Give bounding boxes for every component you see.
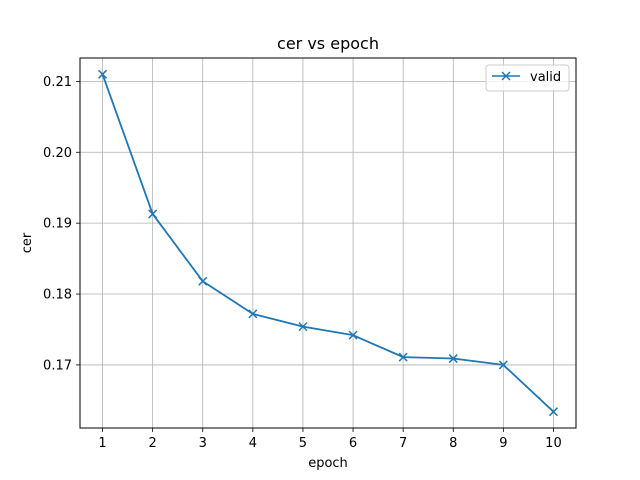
marker-stroke [298, 322, 308, 332]
marker-stroke [98, 69, 108, 79]
legend-label-valid: valid [530, 70, 561, 85]
marker-stroke [498, 360, 508, 370]
x-tick-label: 6 [349, 436, 357, 451]
series-layer [98, 69, 558, 417]
series-line-valid [101, 73, 555, 413]
x-tick-label: 10 [545, 436, 562, 451]
data-point-marker [198, 276, 208, 286]
marker-stroke [248, 309, 258, 319]
x-axis-label: epoch [308, 456, 348, 471]
y-tick-label: 0.17 [43, 358, 72, 373]
x-tick-label: 2 [149, 436, 157, 451]
plot-area-frame [79, 57, 577, 429]
data-point-marker [348, 330, 358, 340]
y-tick-label: 0.21 [43, 75, 72, 90]
grid [80, 58, 576, 428]
y-tick-label: 0.20 [43, 146, 72, 161]
y-axis-ticks: 0.17 0.18 0.19 0.20 0.21 [43, 75, 80, 373]
legend: valid [485, 64, 570, 92]
y-axis-label: cer [20, 232, 35, 253]
legend-marker [501, 71, 511, 81]
data-point-marker [448, 354, 458, 364]
data-point-marker [248, 309, 258, 319]
data-point-marker [98, 69, 108, 79]
x-tick-label: 4 [249, 436, 257, 451]
data-point-marker [548, 407, 558, 417]
marker-stroke [348, 330, 358, 340]
data-point-marker [148, 209, 158, 219]
data-point-marker [298, 322, 308, 332]
chart-title: cer vs epoch [277, 34, 379, 53]
legend-box [485, 64, 570, 92]
x-axis-ticks: 1 2 3 4 5 6 7 8 9 10 [98, 428, 562, 451]
x-tick-label: 8 [449, 436, 457, 451]
x-tick-label: 1 [98, 436, 106, 451]
marker-stroke [448, 354, 458, 364]
data-point-marker [398, 352, 408, 362]
x-tick-label: 9 [499, 436, 507, 451]
marker-stroke [548, 407, 558, 417]
y-tick-label: 0.18 [43, 288, 72, 303]
x-tick-label: 3 [199, 436, 207, 451]
marker-stroke [398, 352, 408, 362]
y-tick-label: 0.19 [43, 217, 72, 232]
data-point-marker [498, 360, 508, 370]
x-tick-label: 7 [399, 436, 407, 451]
marker-stroke [148, 209, 158, 219]
x-tick-label: 5 [299, 436, 307, 451]
marker-stroke [198, 276, 208, 286]
